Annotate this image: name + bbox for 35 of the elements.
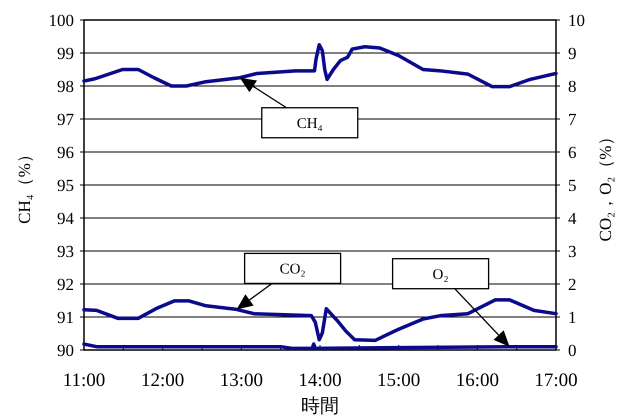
y2-tick-label: 3	[568, 242, 576, 261]
y-tick-label: 97	[57, 110, 74, 129]
text: O₂	[432, 266, 449, 283]
y-tick-label: 98	[57, 76, 74, 96]
x-tick-label: 14:00	[298, 370, 342, 391]
y-tick-label: 96	[57, 142, 74, 162]
y2-axis-title: CO₂，O₂（%）	[596, 128, 615, 242]
y2-tick-label: 10	[568, 10, 585, 30]
y2-tick-label: 4	[568, 208, 577, 228]
y2-tick-label: 5	[568, 176, 576, 195]
x-tick-label: 12:00	[141, 370, 184, 391]
y2-tick-label: 7	[568, 110, 577, 129]
y2-tick-label: 9	[568, 44, 576, 63]
y-tick-label: 91	[57, 308, 74, 327]
text: CO₂	[280, 262, 306, 278]
y-tick-label: 94	[57, 208, 74, 228]
x-tick-label: 11:00	[62, 370, 106, 391]
x-tick-label: 16:00	[456, 370, 499, 391]
y-tick-label: 100	[48, 10, 74, 30]
y-axis-title: CH₄（%）	[14, 146, 34, 224]
y2-tick-label: 2	[568, 274, 576, 294]
y2-tick-label: 6	[568, 142, 576, 162]
y-tick-label: 90	[57, 340, 74, 360]
y-tick-label: 95	[57, 176, 74, 195]
y-tick-label: 92	[57, 274, 74, 294]
x-tick-label: 15:00	[377, 370, 420, 391]
x-axis-title: 時間	[301, 396, 339, 416]
y-tick-label: 93	[57, 242, 74, 261]
y2-tick-label: 8	[568, 76, 576, 96]
y2-tick-label: 0	[568, 340, 576, 360]
text: CH₄	[296, 116, 323, 132]
x-tick-label: 17:00	[534, 370, 578, 391]
y2-tick-label: 1	[568, 308, 576, 327]
x-tick-label: 13:00	[220, 370, 263, 391]
y-tick-label: 99	[57, 44, 74, 63]
